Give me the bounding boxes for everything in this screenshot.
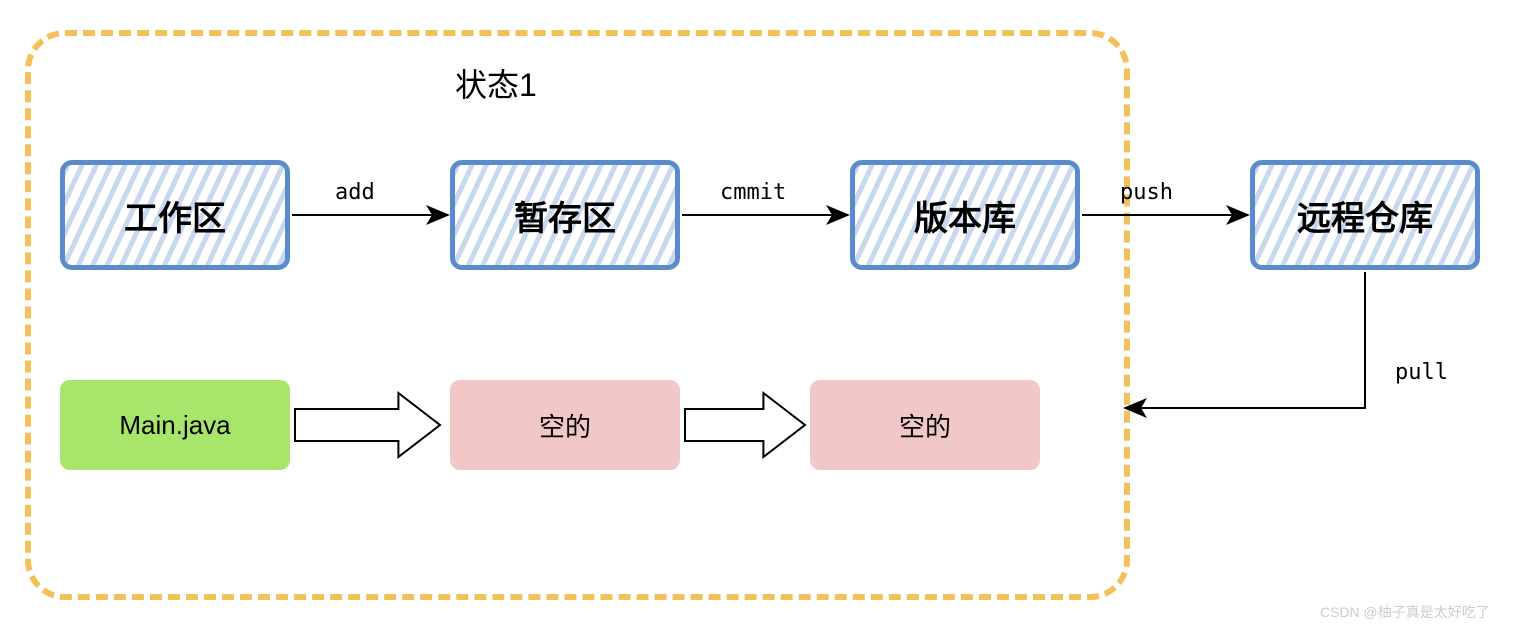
box-label: 空的 <box>539 407 591 444</box>
box-remote: 远程仓库 <box>1250 160 1480 270</box>
box-empty-2: 空的 <box>810 380 1040 470</box>
box-label: 工作区 <box>124 191 226 240</box>
box-empty-1: 空的 <box>450 380 680 470</box>
box-staging: 暂存区 <box>450 160 680 270</box>
diagram-title: 状态1 <box>455 60 537 106</box>
box-label: 版本库 <box>914 191 1016 240</box>
box-label: 远程仓库 <box>1297 191 1433 240</box>
git-state-diagram: 状态1 工作区 暂存区 版本库 远程仓库 Main.java 空的 空的 add… <box>0 0 1520 625</box>
label-push: push <box>1120 180 1173 205</box>
label-pull: pull <box>1395 360 1448 385</box>
watermark: CSDN @柚子真是太好吃了 <box>1320 602 1490 622</box>
pull-arrow <box>1125 272 1365 408</box>
box-main-java: Main.java <box>60 380 290 470</box>
box-label: 空的 <box>899 407 951 444</box>
state-container <box>25 30 1130 600</box>
box-label: Main.java <box>119 410 230 441</box>
label-add: add <box>335 180 375 205</box>
box-label: 暂存区 <box>514 191 616 240</box>
box-repo: 版本库 <box>850 160 1080 270</box>
label-commit: cmmit <box>720 180 786 205</box>
box-workspace: 工作区 <box>60 160 290 270</box>
